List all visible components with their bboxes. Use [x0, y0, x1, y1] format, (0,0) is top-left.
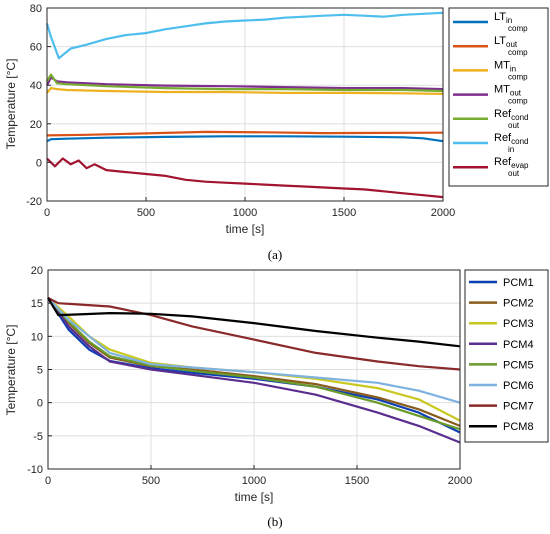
legend-label-base: Ref: [494, 108, 512, 120]
legend-label-base: LT: [494, 35, 506, 47]
series-line-4: [47, 297, 461, 444]
legend-label-sub: in: [506, 16, 512, 25]
y-tick-label: -20: [26, 196, 42, 208]
panel-b-label: (b): [267, 514, 282, 529]
y-tick-label: 15: [31, 298, 43, 310]
legend-label-subsub: comp: [508, 48, 528, 57]
legend-label-5: PCM5: [503, 359, 534, 371]
panel-b-y-axis-label: Temperature [°C]: [4, 325, 18, 416]
series-line-5: [47, 297, 461, 431]
x-tick-label: 1000: [242, 475, 266, 487]
legend-label-7: PCM7: [503, 401, 534, 413]
series-line-2: [46, 130, 444, 137]
y-tick-label: -5: [33, 431, 43, 443]
series-line-7: [47, 296, 461, 371]
legend-label-subsub: out: [508, 121, 520, 130]
legend-label-sub: evap: [511, 161, 529, 170]
legend-label-1: LTin: [494, 11, 512, 25]
panel-a-series: [45, 11, 444, 199]
series-line-1: [47, 297, 461, 434]
series-line-5: [46, 73, 444, 93]
legend-label-subsub: in: [508, 145, 514, 154]
x-tick-label: 1500: [332, 207, 356, 219]
legend-label-subsub: out: [508, 169, 520, 178]
legend-label-4: PCM4: [503, 339, 534, 351]
panel-b-x-axis-label: time [s]: [235, 490, 274, 504]
panel-a-label: (a): [268, 247, 282, 262]
legend-label-4: MTout: [494, 84, 522, 98]
panel-b-legend: PCM1 PCM2 PCM3 PCM4 PCM5 PCM6 PCM7 PCM8: [464, 269, 549, 443]
y-tick-label: 5: [37, 365, 43, 377]
legend-label-2: LTout: [494, 35, 518, 49]
x-tick-label: 500: [142, 475, 160, 487]
legend-label-base: LT: [494, 11, 506, 23]
panel-b-chart: 0 500 1000 1500 2000 -10 -5 0 5 10 15 20 time [s] T…: [4, 265, 549, 529]
x-tick-label: 2000: [448, 475, 472, 487]
panel-a-legend-box: [448, 7, 549, 187]
legend-label-6: Refcond: [494, 132, 528, 146]
legend-label-subsub: comp: [508, 72, 528, 81]
y-tick-label: 60: [30, 42, 42, 54]
panel-b-series: [47, 296, 461, 444]
x-tick-label: 1500: [345, 475, 369, 487]
panel-a-y-axis-label: Temperature [°C]: [4, 59, 18, 150]
series-line-1: [46, 135, 444, 143]
legend-label-base: Ref: [494, 132, 512, 144]
legend-label-6: PCM6: [503, 380, 534, 392]
legend-label-sub: cond: [511, 113, 528, 122]
y-tick-label: 10: [31, 331, 43, 343]
legend-label-sub: in: [510, 64, 516, 73]
legend-label-2: PCM2: [503, 298, 534, 310]
legend-label-sub: cond: [511, 137, 528, 146]
legend-label-subsub: comp: [508, 97, 528, 106]
series-line-6: [45, 11, 444, 60]
legend-label-3: PCM3: [503, 318, 534, 330]
series-line-7: [46, 157, 444, 199]
legend-label-base: Ref: [494, 156, 512, 168]
legend-label-1: PCM1: [503, 277, 534, 289]
legend-label-base: MT: [494, 59, 510, 71]
series-line-8: [47, 297, 461, 348]
legend-label-sub: out: [510, 89, 522, 98]
x-tick-label: 0: [44, 207, 50, 219]
panel-a-x-axis-label: time [s]: [226, 222, 265, 236]
legend-label-sub: out: [506, 40, 518, 49]
panel-a-legend: LTincompLToutcompMTincompMToutcompRefcon…: [448, 7, 549, 187]
legend-label-3: MTin: [494, 59, 516, 73]
y-tick-label: 40: [30, 80, 42, 92]
y-tick-label: 20: [30, 119, 42, 131]
y-tick-label: 0: [37, 398, 43, 410]
y-tick-label: 80: [30, 3, 42, 15]
legend-label-5: Refcond: [494, 108, 528, 122]
legend-label-subsub: comp: [508, 24, 528, 33]
legend-label-base: MT: [494, 84, 510, 96]
y-tick-label: -10: [27, 464, 43, 476]
series-line-3: [46, 86, 444, 95]
x-tick-label: 1000: [233, 207, 257, 219]
x-tick-label: 500: [137, 207, 155, 219]
legend-label-7: Refevap: [494, 156, 529, 170]
panel-b-legend-box: [464, 269, 549, 443]
series-line-6: [47, 297, 461, 404]
x-tick-label: 2000: [431, 207, 455, 219]
legend-label-8: PCM8: [503, 421, 534, 433]
y-tick-label: 0: [36, 157, 42, 169]
panel-b-ticks: 0 500 1000 1500 2000 -10 -5 0 5 10 15 20: [27, 265, 472, 487]
x-tick-label: 0: [45, 475, 51, 487]
y-tick-label: 20: [31, 265, 43, 277]
